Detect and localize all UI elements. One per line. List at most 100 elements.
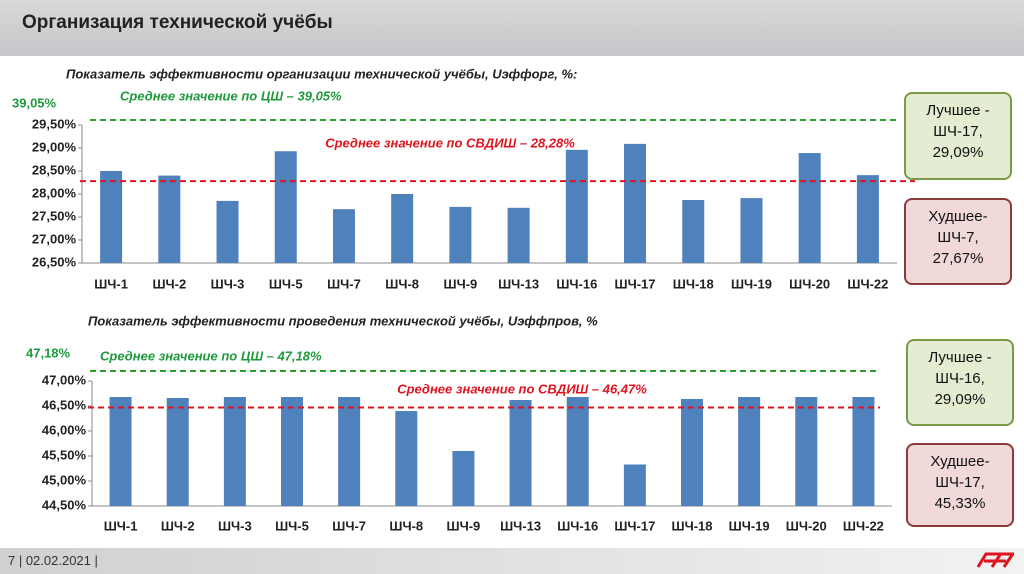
bar [738,397,761,506]
y-tick-label: 27,00% [32,231,77,246]
box-line: ШЧ-16, [935,370,985,387]
y-tick-label: 45,50% [42,447,87,462]
bar [223,397,246,506]
bar [391,194,414,263]
box-line: ШЧ-17, [935,474,985,491]
bar [565,149,588,263]
x-tick-label: ШЧ-7 [332,518,366,533]
bar [624,143,647,263]
bar [281,397,303,506]
box-line: 29,09% [934,391,986,408]
bar [566,397,589,506]
bar [158,175,181,263]
bar [623,464,646,506]
x-tick-label: ШЧ-18 [673,276,714,291]
chart-title: Показатель эффективности проведения техн… [88,313,598,328]
x-tick-label: ШЧ-18 [672,518,713,533]
x-tick-label: ШЧ-8 [389,518,423,533]
worst-box: Худшее- ШЧ-17, 45,33% [906,443,1014,527]
x-tick-label: ШЧ-22 [847,276,888,291]
bar [166,398,189,506]
footer: 7 | 02.02.2021 | [0,548,1024,574]
bar [274,151,297,263]
x-tick-label: ШЧ-16 [556,276,597,291]
bar [100,171,123,263]
y-tick-label: 46,50% [42,397,87,412]
x-tick-label: ШЧ-1 [94,276,128,291]
box-line: 29,09% [932,144,984,161]
x-tick-label: ШЧ-7 [327,276,361,291]
x-tick-label: ШЧ-16 [557,518,598,533]
avg-top-text: Среднее значение по ЦШ – 39,05% [120,88,342,103]
box-line: ШЧ-7, [937,229,979,246]
y-tick-label: 47,00% [42,372,87,387]
y-tick-label: 28,50% [32,162,77,177]
bar [856,175,879,263]
avg-top-label: 39,05% [12,95,57,110]
y-tick-label: 28,00% [32,185,77,200]
bar [681,399,703,506]
box-line: Худшее- [928,208,988,225]
box-line: Лучшее - [928,349,992,366]
x-tick-label: ШЧ-8 [385,276,419,291]
x-tick-label: ШЧ-19 [729,518,770,533]
x-tick-label: ШЧ-3 [211,276,245,291]
x-tick-label: ШЧ-22 [843,518,884,533]
y-tick-label: 27,50% [32,208,77,223]
y-tick-label: 29,00% [32,139,77,154]
bar [852,397,875,506]
x-tick-label: ШЧ-3 [218,518,252,533]
y-tick-label: 29,50% [32,116,77,131]
avg-top-text: Среднее значение по ЦШ – 47,18% [100,348,322,363]
x-tick-label: ШЧ-5 [269,276,303,291]
bar [452,451,475,506]
bar [795,397,818,506]
avg-top-label: 47,18% [26,345,71,360]
bar [338,397,361,506]
x-tick-label: ШЧ-17 [614,518,655,533]
y-tick-label: 26,50% [32,254,77,269]
worst-box: Худшее- ШЧ-7, 27,67% [904,198,1012,285]
bar [449,206,472,263]
ref-label: Среднее значение по СВДИШ – 46,47% [397,381,647,396]
bar [798,153,821,263]
x-tick-label: ШЧ-20 [786,518,827,533]
best-box: Лучшее - ШЧ-17, 29,09% [904,92,1012,180]
bar [216,200,239,263]
box-line: 45,33% [934,495,986,512]
header: Организация технической учёбы [0,0,1024,56]
y-tick-label: 46,00% [42,422,87,437]
x-tick-label: ШЧ-1 [104,518,138,533]
chart-title: Показатель эффективности организации тех… [66,66,577,81]
x-tick-label: ШЧ-9 [447,518,481,533]
bar [509,400,532,506]
bar [740,198,763,263]
x-tick-label: ШЧ-9 [444,276,478,291]
y-tick-label: 45,00% [42,472,87,487]
footer-text: 7 | 02.02.2021 | [8,553,98,568]
x-tick-label: ШЧ-2 [161,518,195,533]
slide-title: Организация технической учёбы [22,12,333,33]
bar [395,411,418,506]
y-tick-label: 44,50% [42,497,87,512]
x-tick-label: ШЧ-17 [615,276,656,291]
box-line: 27,67% [932,250,984,267]
bar [332,209,355,263]
x-tick-label: ШЧ-13 [500,518,541,533]
logo [976,552,1014,568]
ref-label: Среднее значение по СВДИШ – 28,28% [325,135,575,150]
bar [682,199,705,263]
box-line: Худшее- [930,453,990,470]
x-tick-label: ШЧ-5 [275,518,309,533]
box-line: ШЧ-17, [933,123,983,140]
x-tick-label: ШЧ-13 [498,276,539,291]
x-tick-label: ШЧ-19 [731,276,772,291]
box-line: Лучшее - [926,102,990,119]
bar [507,207,530,263]
x-tick-label: ШЧ-2 [152,276,186,291]
x-tick-label: ШЧ-20 [789,276,830,291]
best-box: Лучшее - ШЧ-16, 29,09% [906,339,1014,426]
bar [109,397,132,506]
